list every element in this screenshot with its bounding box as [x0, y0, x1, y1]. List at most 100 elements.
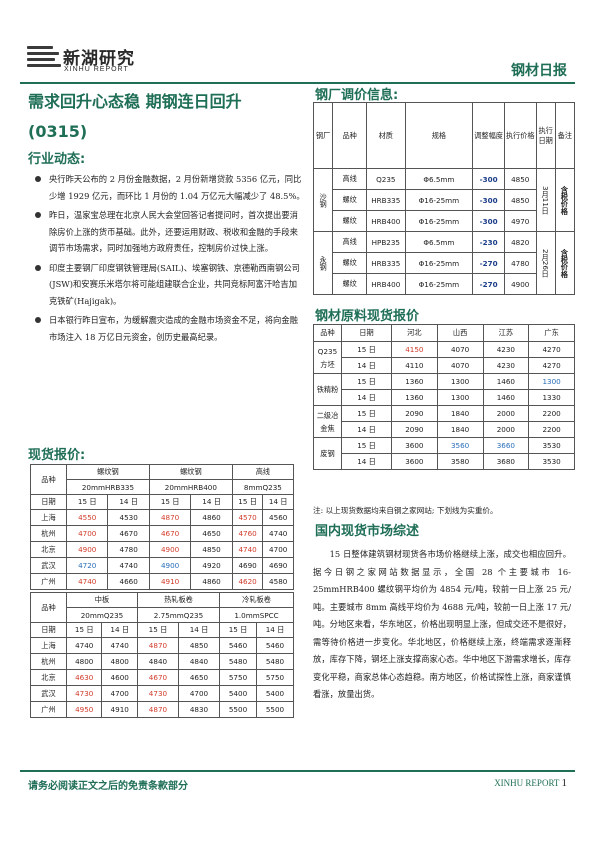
- price-cell: 4850: [190, 541, 233, 558]
- price-cell: 4870: [136, 701, 179, 718]
- price-cell: 4860: [190, 509, 233, 526]
- price-cell: 5750: [256, 669, 294, 686]
- city-cell: 上海: [30, 637, 67, 654]
- price-cell: 5480: [256, 653, 294, 670]
- mill-adjust-heading: 钢厂调价信息:: [315, 88, 399, 103]
- product-cell: 二级冶金焦: [313, 405, 342, 438]
- price-cell: 4650: [190, 525, 233, 542]
- date-cell: 15 日: [341, 437, 392, 454]
- price-cell: 2090: [391, 421, 438, 438]
- col-remark: 备注: [554, 102, 576, 169]
- date-14: 14 日: [107, 494, 150, 510]
- date-15: 15 日: [136, 622, 179, 638]
- price-cell: 5500: [256, 701, 294, 718]
- price-cell: 3600: [391, 437, 438, 454]
- price-cell: 4230: [482, 341, 530, 358]
- price-cell: 4700: [101, 685, 138, 702]
- table-row: 螺纹 HRB335 Φ16-25mm -270 4780: [314, 252, 575, 274]
- table-row: 螺纹 HRB400 Φ16-25mm -270 4900: [314, 273, 575, 295]
- price-cell: 5750: [219, 669, 257, 686]
- table-row: 14 日 2090 1840 2000 2200: [314, 421, 575, 438]
- price-cell: 4070: [436, 341, 484, 358]
- price-cell: 2200: [528, 405, 575, 422]
- price-cell: 4970: [503, 210, 537, 232]
- price-cell: 1840: [436, 405, 484, 422]
- date-cell: 2月26日: [535, 231, 556, 295]
- col-guangdong: 广东: [528, 324, 575, 342]
- product-cell: 铁精粉: [313, 373, 342, 406]
- price-cell: 4690: [231, 557, 264, 574]
- price-cell: 4070: [436, 357, 484, 374]
- industry-heading: 行业动态:: [28, 152, 86, 167]
- price-cell: 1300: [528, 373, 575, 390]
- col-hot-coil: 热轧板卷: [136, 592, 221, 608]
- price-cell: 1300: [436, 389, 484, 406]
- city-cell: 北京: [30, 541, 67, 558]
- price-cell: 4650: [177, 669, 221, 686]
- disclaimer-link[interactable]: 请务必阅读正文之后的免责条款部分: [28, 781, 188, 792]
- col-cold-spec: 1.0mmSPCC: [219, 607, 294, 623]
- header-divider: [20, 82, 575, 84]
- price-cell: 4270: [528, 357, 575, 374]
- spec-cell: Φ16-25mm: [404, 252, 474, 274]
- col-adjust: 调整幅度: [472, 102, 505, 169]
- price-cell: 2000: [482, 421, 530, 438]
- col-spec: 规格: [404, 102, 474, 169]
- report-tag: 钢材日报: [511, 63, 567, 79]
- price-cell: 1840: [436, 421, 484, 438]
- adjust-cell: -300: [472, 210, 505, 232]
- price-cell: 5460: [256, 637, 294, 654]
- price-cell: 4550: [65, 509, 109, 526]
- price-cell: 4840: [136, 653, 179, 670]
- mill-name-cell: 沙钢: [312, 168, 334, 232]
- table-row: 上海 4550 4530 4870 4860 4570 4560: [30, 509, 294, 526]
- price-cell: 3580: [436, 453, 484, 470]
- remark-cell: 含税价格: [554, 168, 576, 232]
- price-cell: 4850: [503, 168, 537, 190]
- spot-price-table-long: 品种 螺纹钢 螺纹钢 高线 20mmHRB335 20mmHRB400 8mmQ…: [30, 464, 295, 590]
- col-date: 执行日期: [535, 102, 556, 169]
- col-rebar335-spec: 20mmHRB335: [66, 479, 150, 495]
- price-cell: 3680: [482, 453, 530, 470]
- spec-cell: Φ16-25mm: [404, 210, 474, 232]
- price-cell: 4900: [148, 557, 192, 574]
- title-line1: 需求回升心态稳 期钢连日回升: [28, 92, 242, 111]
- material-cell: HRB400: [366, 210, 406, 232]
- city-cell: 北京: [30, 669, 67, 686]
- price-cell: 4850: [177, 637, 221, 654]
- col-mill: 钢厂: [312, 102, 334, 169]
- material-cell: HPB235: [366, 231, 406, 253]
- table-row: 螺纹 HRB400 Φ16-25mm -300 4970: [314, 210, 575, 232]
- mill-name-cell: 永钢: [312, 231, 334, 295]
- price-cell: 4670: [136, 669, 179, 686]
- price-cell: 5460: [219, 637, 257, 654]
- data-source-note: 注: 以上现货数据均来自钢之家网站; 下划线为实重价。: [313, 506, 498, 515]
- table-row: 杭州 4800 4800 4840 4840 5480 5480: [30, 653, 294, 670]
- city-cell: 广州: [30, 573, 67, 590]
- price-cell: 4600: [101, 669, 138, 686]
- spot-price-table-flat: 品种 中板 热轧板卷 冷轧板卷 20mmQ235 2.75mmQ235 1.0m…: [30, 592, 294, 718]
- date-cell: 15 日: [341, 373, 392, 390]
- table-row: 螺纹 HRB335 Φ16-25mm -300 4850: [314, 189, 575, 211]
- date-14: 14 日: [190, 494, 233, 510]
- date-14: 14 日: [256, 622, 294, 638]
- price-cell: 4950: [65, 701, 103, 718]
- col-hebei: 河北: [391, 324, 438, 342]
- price-cell: 4730: [136, 685, 179, 702]
- table-row: 废钢 15 日 3600 3560 3660 3530: [313, 437, 575, 470]
- price-cell: 4670: [107, 525, 150, 542]
- price-cell: 4730: [65, 685, 103, 702]
- price-cell: 4870: [148, 509, 192, 526]
- price-cell: 4760: [231, 525, 264, 542]
- date-cell: 3月11日: [535, 168, 556, 232]
- city-cell: 武汉: [30, 685, 67, 702]
- price-cell: 1360: [391, 373, 438, 390]
- price-cell: 3560: [436, 437, 484, 454]
- col-price: 执行价格: [503, 102, 537, 169]
- product-cell: Q235方坯: [313, 341, 342, 374]
- price-cell: 3600: [391, 453, 438, 470]
- date-14: 14 日: [177, 622, 221, 638]
- city-cell: 上海: [30, 509, 67, 526]
- price-cell: 4740: [65, 573, 109, 590]
- remark-cell: 含税价格: [554, 231, 576, 295]
